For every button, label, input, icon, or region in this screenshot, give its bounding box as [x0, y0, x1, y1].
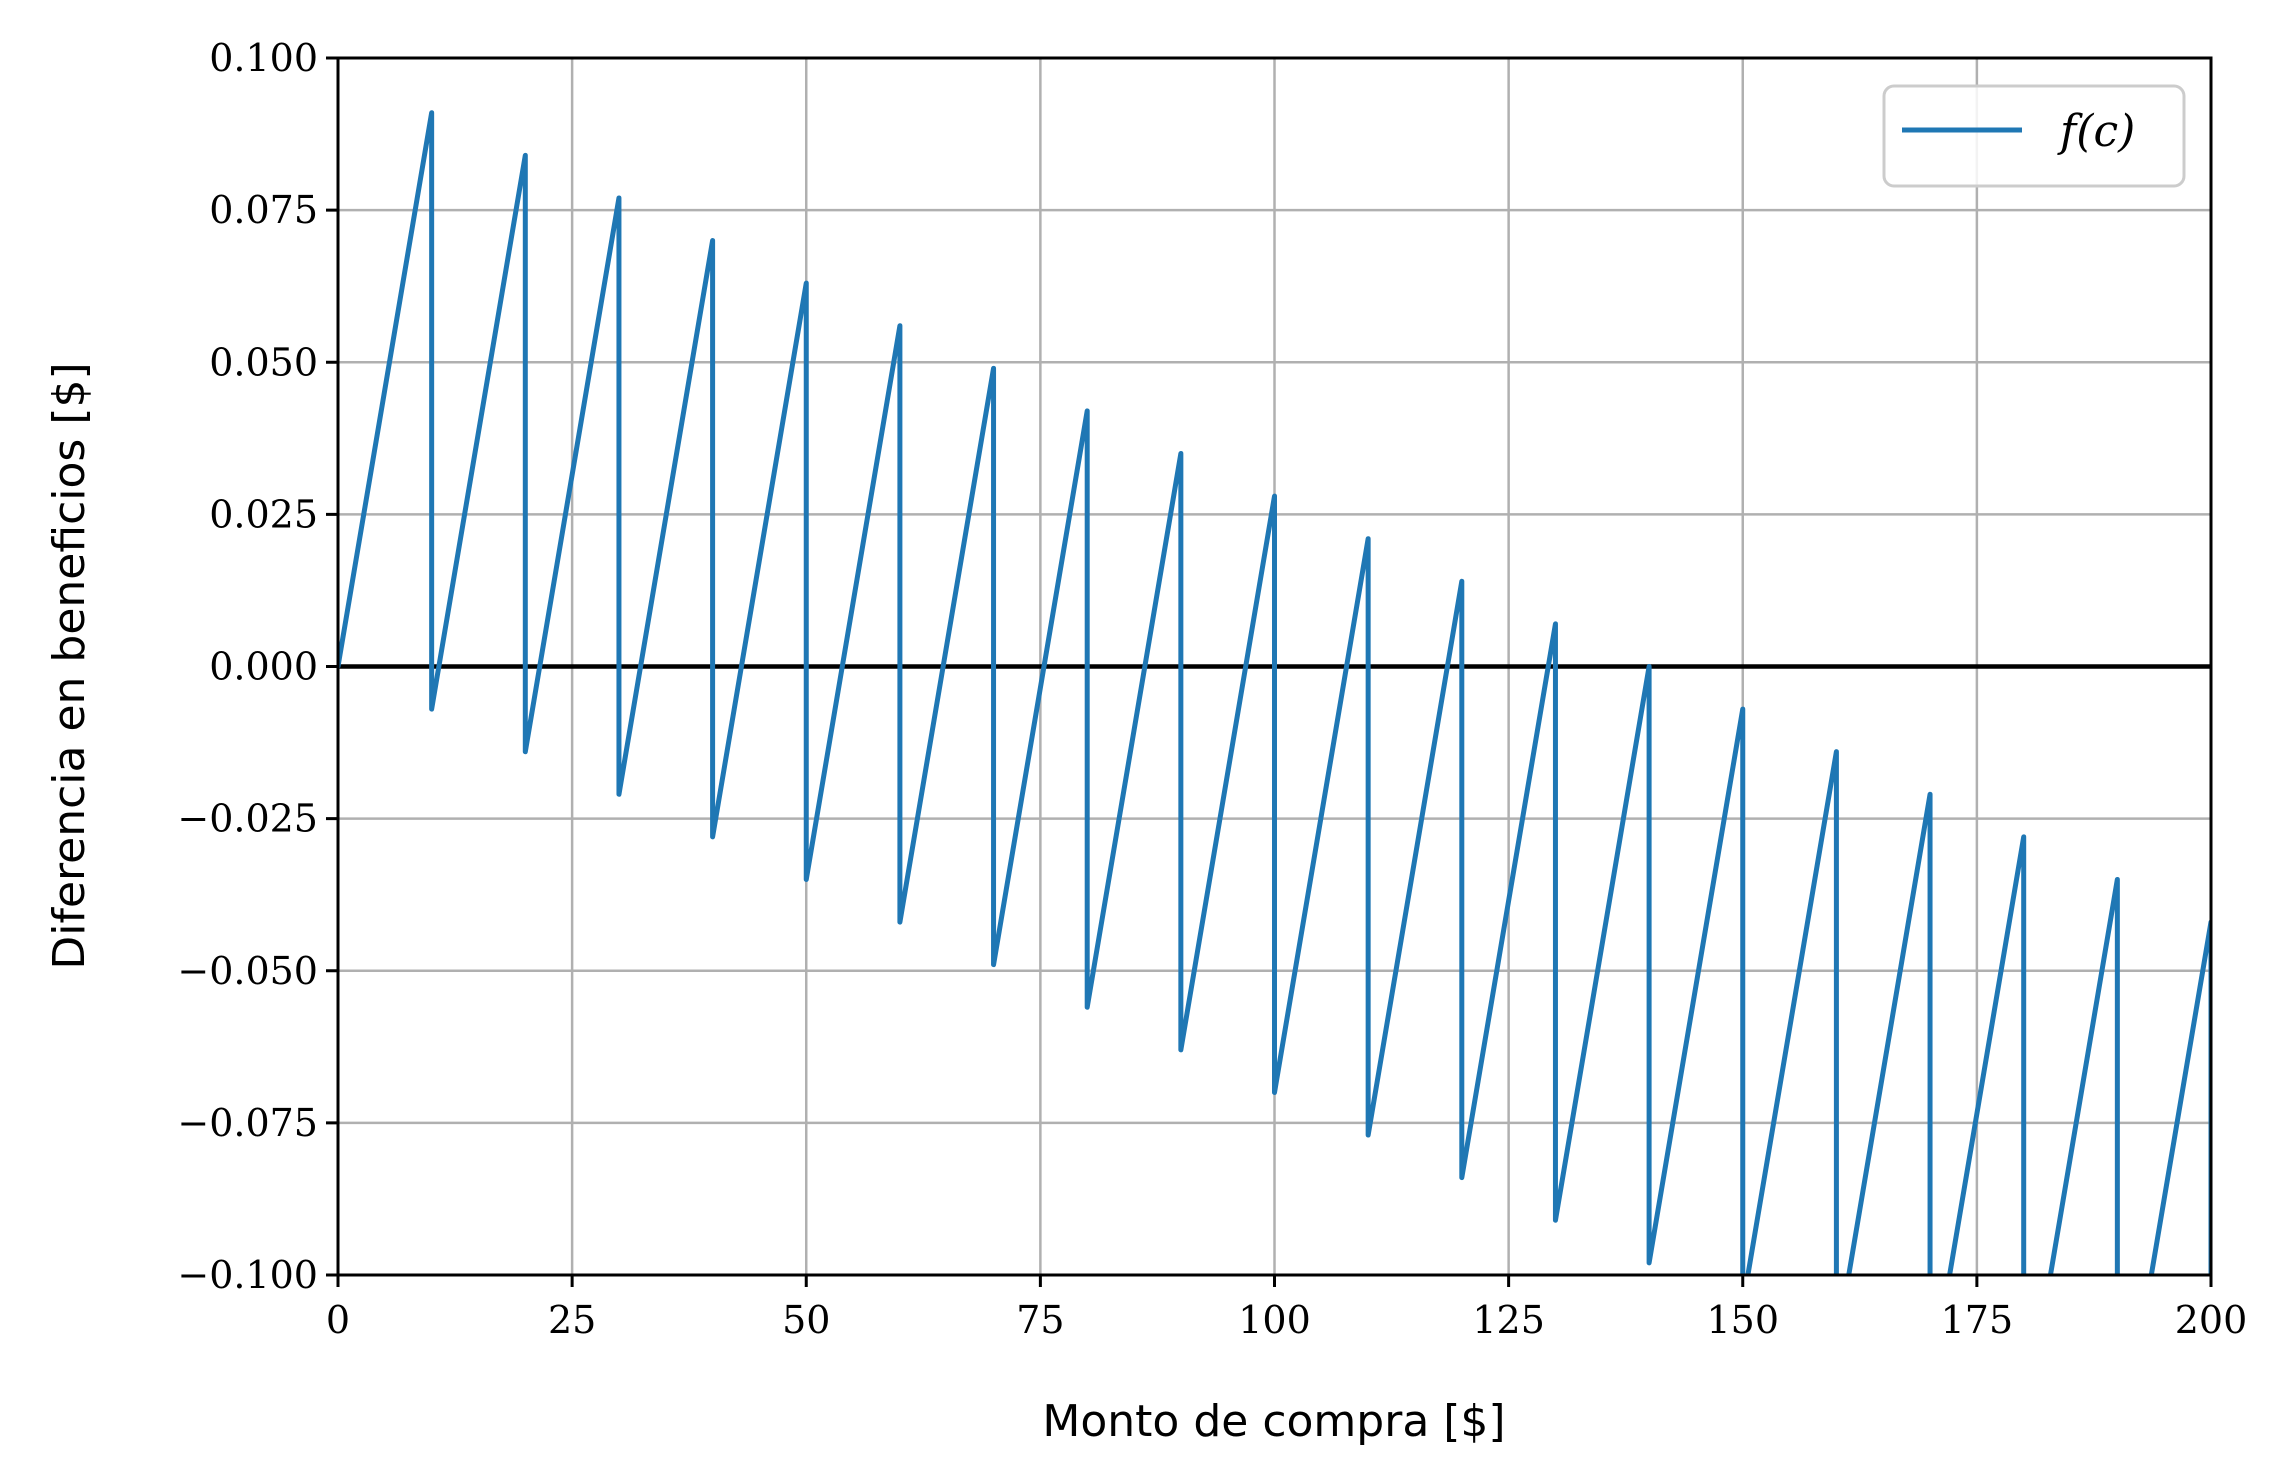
legend-label: f(c) — [2057, 106, 2135, 157]
x-ticks: 0 25 50 75 100 125 150 175 200 — [326, 1275, 2247, 1342]
x-tick-label: 0 — [326, 1298, 350, 1342]
x-tick-label: 25 — [548, 1298, 596, 1342]
y-tick-label: −0.075 — [177, 1101, 318, 1145]
series-layer — [338, 110, 2211, 1275]
y-tick-label: 0.025 — [209, 492, 318, 536]
legend: f(c) — [1882, 84, 2186, 188]
x-tick-label: 125 — [1472, 1298, 1545, 1342]
x-tick-label: 50 — [782, 1298, 830, 1342]
y-axis-title: Diferencia en beneficios [$] — [44, 362, 95, 969]
y-tick-label: −0.025 — [177, 797, 318, 841]
y-tick-label: 0.050 — [209, 340, 318, 384]
series-line — [338, 110, 2211, 1275]
y-tick-label: 0.100 — [209, 36, 318, 80]
x-tick-label: 175 — [1941, 1298, 2014, 1342]
x-tick-label: 100 — [1238, 1298, 1311, 1342]
y-tick-label: −0.050 — [177, 949, 318, 993]
x-tick-label: 150 — [1706, 1298, 1779, 1342]
y-tick-label: 0.000 — [209, 645, 318, 689]
y-tick-label: −0.100 — [177, 1253, 318, 1297]
legend-box — [1882, 84, 2186, 188]
x-axis-title: Monto de compra [$] — [1042, 1396, 1505, 1447]
y-tick-label: 0.075 — [209, 188, 318, 232]
x-tick-label: 200 — [2175, 1298, 2248, 1342]
y-ticks: −0.100 −0.075 −0.050 −0.025 0.000 0.025 0.050 0… — [177, 36, 338, 1297]
x-tick-label: 75 — [1016, 1298, 1064, 1342]
